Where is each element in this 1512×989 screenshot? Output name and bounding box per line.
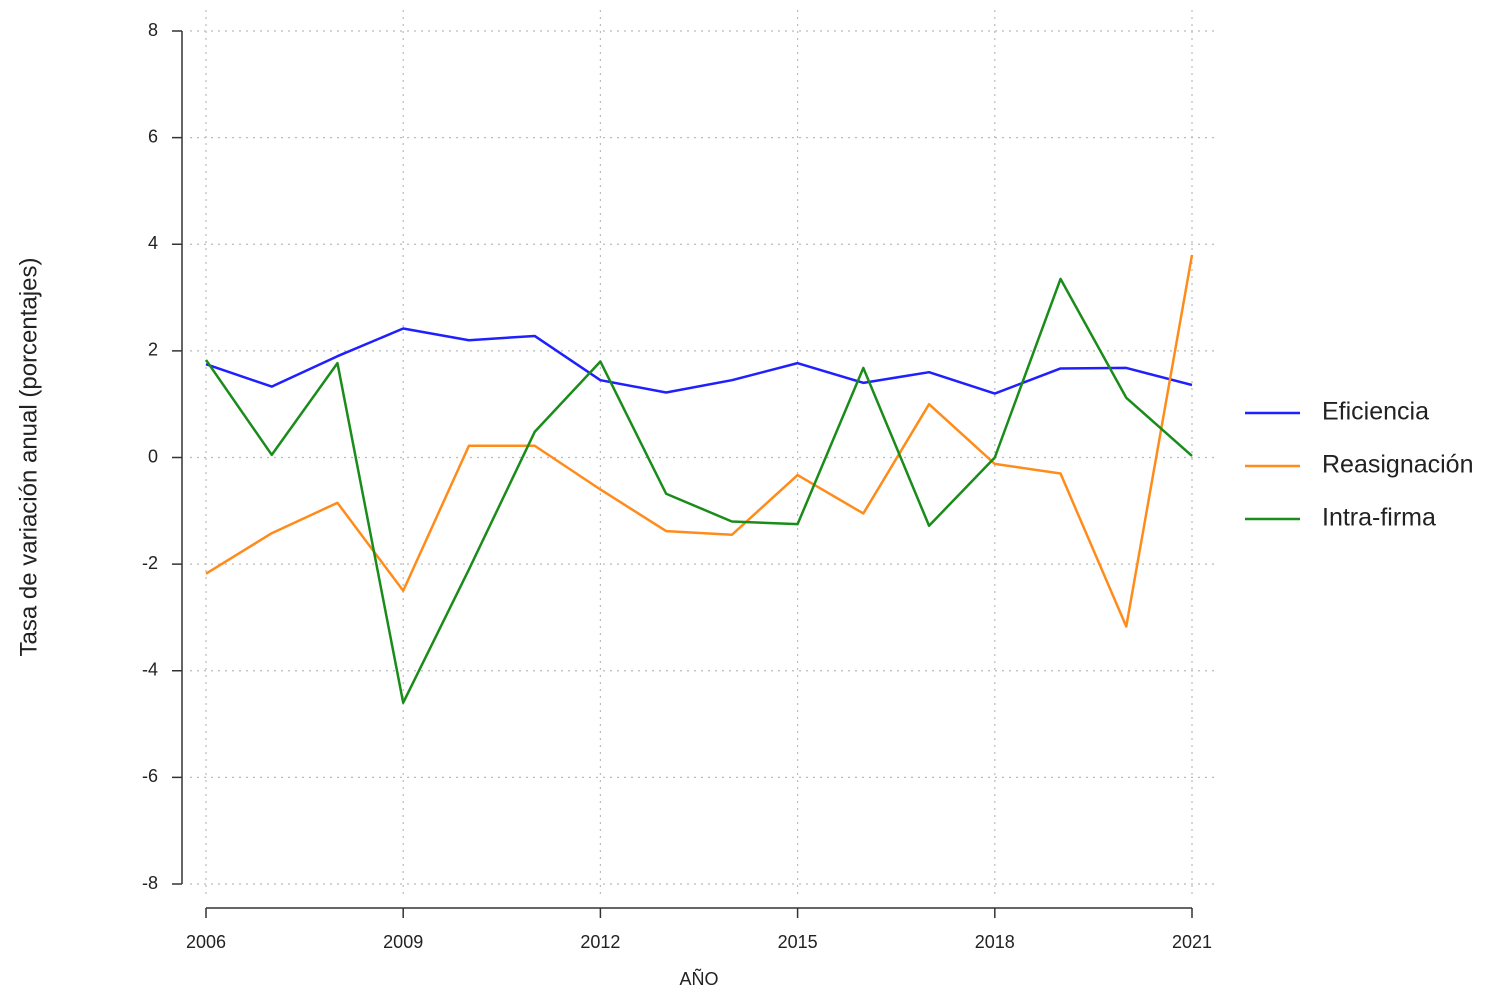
series-line bbox=[205, 327, 1193, 395]
y-tick-label: -6 bbox=[142, 766, 158, 786]
x-tick-label: 2015 bbox=[778, 932, 818, 952]
x-tick-label: 2018 bbox=[975, 932, 1015, 952]
x-axis-label: AÑO bbox=[679, 968, 718, 989]
y-tick-label: 2 bbox=[148, 340, 158, 360]
legend-label: Reasignación bbox=[1322, 451, 1474, 479]
legend-label: Eficiencia bbox=[1322, 398, 1429, 426]
y-tick-label: -4 bbox=[142, 660, 158, 680]
y-tick-label: -2 bbox=[142, 553, 158, 573]
series-line bbox=[205, 254, 1194, 628]
y-tick-label: 0 bbox=[148, 446, 158, 466]
x-tick-label: 2006 bbox=[186, 932, 226, 952]
legend-label: Intra-firma bbox=[1322, 504, 1436, 532]
y-tick-label: 8 bbox=[148, 20, 158, 40]
y-axis-label: Tasa de variación anual (porcentajes) bbox=[15, 258, 42, 657]
x-tick-label: 2012 bbox=[580, 932, 620, 952]
y-tick-label: 6 bbox=[148, 126, 158, 146]
y-tick-label: 4 bbox=[148, 233, 158, 253]
series-line bbox=[204, 277, 1193, 704]
x-tick-label: 2009 bbox=[383, 932, 423, 952]
x-tick-label: 2021 bbox=[1172, 932, 1212, 952]
y-tick-label: -8 bbox=[142, 873, 158, 893]
